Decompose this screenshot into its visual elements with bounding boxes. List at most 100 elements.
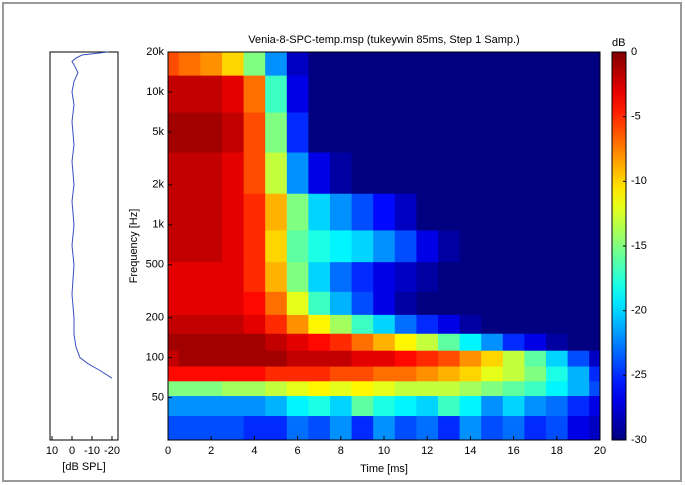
heat-cell [567, 365, 590, 382]
x-tick-label: 0 [165, 445, 171, 457]
heat-cell [178, 261, 201, 292]
heat-cell [481, 291, 504, 315]
heat-cell [438, 151, 461, 194]
heat-cell [265, 52, 288, 76]
heat-cell [286, 333, 309, 351]
heat-cell [222, 111, 245, 153]
heat-cell [438, 75, 461, 113]
heat-cell [502, 291, 525, 315]
heat-cell [416, 333, 439, 351]
heat-cell [524, 75, 547, 113]
heat-cell [351, 314, 374, 334]
heat-cell [567, 111, 590, 153]
heat-cell [351, 151, 374, 194]
heat-cell [567, 314, 590, 334]
heat-cell [373, 365, 396, 382]
heat-cell [567, 415, 590, 440]
heat-cell [200, 395, 223, 417]
heat-cell [330, 314, 353, 334]
heat-cell [481, 75, 504, 113]
heat-cell [308, 291, 331, 315]
heat-cell [546, 111, 569, 153]
heat-cell [438, 395, 461, 417]
heat-cell [243, 261, 266, 292]
heat-cell [524, 365, 547, 382]
heat-cell [589, 395, 600, 417]
heat-cell [286, 365, 309, 382]
heat-cell [502, 314, 525, 334]
heat-cell [459, 365, 482, 382]
heat-cell [178, 333, 201, 351]
heat-cell [394, 52, 417, 76]
colorbar-tick-label: -5 [631, 111, 641, 123]
heat-cell [330, 395, 353, 417]
heat-cell [351, 291, 374, 315]
heat-cell [394, 291, 417, 315]
x-tick-label: 4 [251, 445, 257, 457]
heat-cell [286, 395, 309, 417]
heat-cell [589, 52, 600, 76]
heat-cell [308, 350, 331, 367]
heat-cell [286, 261, 309, 292]
heat-cell [222, 193, 245, 231]
chart-title: Venia-8-SPC-temp.msp (tukeywin 85ms, Ste… [248, 34, 519, 46]
heat-cell [416, 365, 439, 382]
heat-cell [589, 151, 600, 194]
heat-cell [178, 395, 201, 417]
heat-cell [546, 395, 569, 417]
heat-cell [394, 261, 417, 292]
heat-cell [394, 193, 417, 231]
heat-cell [524, 229, 547, 263]
heat-cell [265, 333, 288, 351]
heat-cell [373, 111, 396, 153]
colorbar-label: dB [612, 37, 625, 49]
heat-cell [459, 229, 482, 263]
heat-cell [438, 365, 461, 382]
heat-cell [481, 365, 504, 382]
heat-cell [265, 151, 288, 194]
heat-cell [589, 314, 600, 334]
plot-frame [49, 51, 119, 441]
heat-cell [502, 151, 525, 194]
heat-cell [438, 380, 461, 397]
heat-cell [243, 291, 266, 315]
x-tick-label: 12 [421, 445, 433, 457]
heat-cell [222, 52, 245, 76]
heat-cell [438, 415, 461, 440]
heat-cell [589, 291, 600, 315]
heat-cell [308, 261, 331, 292]
heat-cell [459, 151, 482, 194]
colorbar-tick-label: -20 [631, 305, 647, 317]
heat-cell [351, 261, 374, 292]
heat-cell [222, 291, 245, 315]
heat-cell [330, 350, 353, 367]
heat-cell [546, 52, 569, 76]
heat-cell [286, 291, 309, 315]
y-tick-label: 2k [152, 179, 164, 191]
heat-cell [243, 395, 266, 417]
heat-cell [459, 380, 482, 397]
y-tick-label: 1k [152, 219, 164, 231]
heat-cell [567, 333, 590, 351]
heat-cell [502, 333, 525, 351]
heat-cell [438, 291, 461, 315]
heat-cell [481, 261, 504, 292]
heat-cell [308, 415, 331, 440]
heat-cell [351, 229, 374, 263]
heat-cell [351, 380, 374, 397]
y-tick-label: 50 [152, 392, 164, 404]
heat-cell [567, 395, 590, 417]
heat-cell [416, 111, 439, 153]
heat-cell [589, 365, 600, 382]
heat-cell [222, 395, 245, 417]
x-axis-label: Time [ms] [360, 463, 408, 475]
heat-cell [286, 193, 309, 231]
heat-cell [481, 111, 504, 153]
heat-cell [330, 333, 353, 351]
heat-cell [200, 333, 223, 351]
heat-cell [178, 229, 201, 263]
heat-cell [330, 111, 353, 153]
heat-cell [243, 151, 266, 194]
heat-cell [416, 350, 439, 367]
heat-cell [438, 333, 461, 351]
